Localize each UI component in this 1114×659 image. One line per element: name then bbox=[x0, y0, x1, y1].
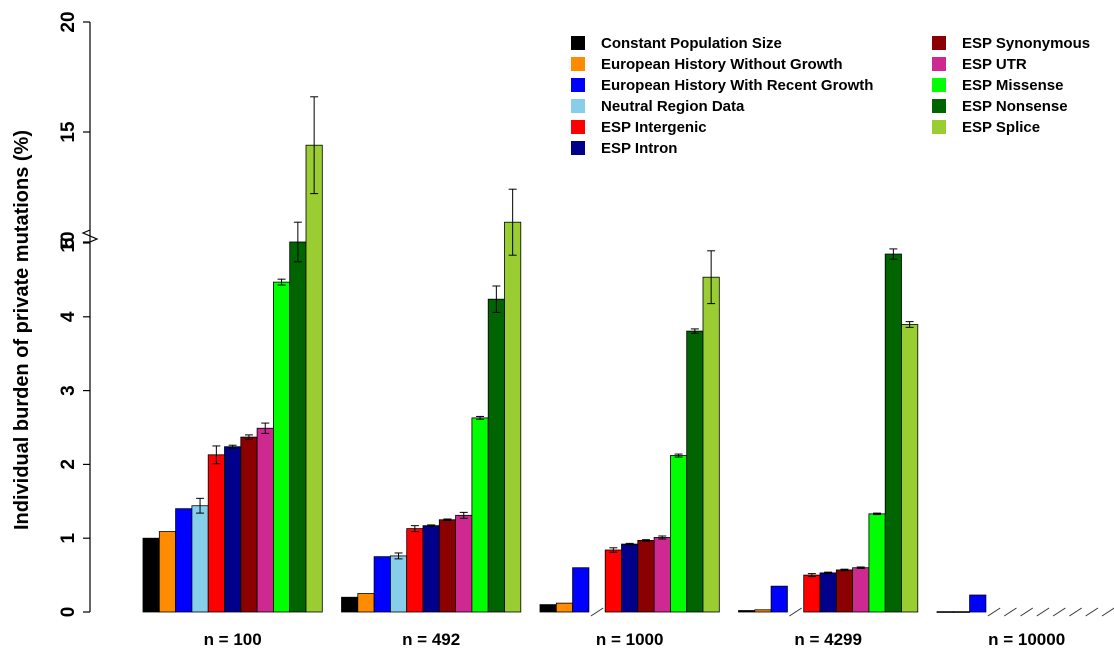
y-axis: 0 1 2 3 4 510 15 20 bbox=[58, 11, 99, 618]
bar bbox=[835, 569, 853, 613]
bar bbox=[884, 253, 902, 613]
bar bbox=[175, 508, 193, 613]
bar bbox=[819, 572, 837, 613]
bar bbox=[240, 436, 258, 613]
axis-break-mark bbox=[81, 229, 99, 243]
bar bbox=[207, 454, 225, 613]
bar bbox=[702, 276, 720, 613]
y-tick-label: 2 bbox=[58, 459, 79, 470]
bar bbox=[471, 417, 489, 613]
category-label: n = 1000 bbox=[596, 630, 664, 649]
missing-value-mark bbox=[590, 607, 604, 617]
missing-value-mark bbox=[1036, 607, 1050, 617]
bar bbox=[438, 519, 456, 613]
bar bbox=[670, 455, 688, 613]
y-tick-label: 1 bbox=[58, 532, 79, 543]
bar bbox=[373, 556, 391, 613]
y-tick-label: 15 bbox=[58, 121, 79, 143]
legend-swatch bbox=[932, 36, 946, 50]
category-label: n = 492 bbox=[402, 630, 460, 649]
bar bbox=[952, 611, 970, 613]
bar bbox=[504, 221, 522, 613]
bar bbox=[754, 609, 772, 613]
y-tick-label: 3 bbox=[58, 385, 79, 396]
y-tick-label: 20 bbox=[58, 11, 79, 32]
y-tick-label: 0 bbox=[58, 607, 79, 618]
bar bbox=[637, 540, 655, 613]
bar bbox=[852, 567, 870, 613]
bar bbox=[289, 241, 307, 613]
y-tick-label: 4 bbox=[58, 311, 79, 322]
legend-label: European History With Recent Growth bbox=[601, 77, 873, 94]
legend-swatch bbox=[932, 57, 946, 71]
bar bbox=[686, 330, 704, 613]
category-labels: n = 100 n = 492 n = 1000 n = 4299 n = 10000 bbox=[204, 630, 1066, 649]
category-label: n = 100 bbox=[204, 630, 262, 649]
legend-swatch bbox=[932, 99, 946, 113]
bar bbox=[868, 513, 886, 613]
legend-swatch bbox=[932, 120, 946, 134]
bar bbox=[621, 543, 639, 613]
legend-swatch bbox=[571, 57, 585, 71]
legend-swatch bbox=[571, 120, 585, 134]
missing-value-mark bbox=[1069, 607, 1082, 617]
bar bbox=[256, 427, 274, 613]
y-tick-label: 10 bbox=[58, 231, 79, 252]
bar bbox=[487, 298, 505, 613]
missing-value-mark bbox=[1020, 607, 1034, 617]
legend-label: European History Without Growth bbox=[601, 56, 843, 73]
bar bbox=[158, 531, 177, 613]
y-tick-label: 5 bbox=[58, 237, 79, 248]
missing-value-mark bbox=[1101, 607, 1114, 617]
y-axis-label: Individual burden of private mutations (… bbox=[11, 130, 33, 530]
bar bbox=[406, 528, 424, 613]
bar bbox=[224, 446, 242, 613]
bar bbox=[572, 567, 590, 613]
legend-label: ESP UTR bbox=[962, 56, 1027, 73]
legend-swatch bbox=[571, 36, 585, 50]
bar bbox=[142, 537, 160, 613]
bar bbox=[770, 585, 788, 613]
bars bbox=[142, 96, 1114, 617]
legend-label: ESP Intron bbox=[601, 140, 677, 157]
legend-swatch bbox=[571, 99, 585, 113]
legend-swatch bbox=[932, 78, 946, 92]
legend-label: ESP Missense bbox=[962, 77, 1063, 94]
legend-swatch bbox=[571, 141, 585, 155]
missing-value-mark bbox=[987, 607, 1001, 617]
missing-value-mark bbox=[1085, 607, 1099, 617]
bar bbox=[191, 505, 209, 613]
bar bbox=[936, 611, 954, 613]
legend-label: ESP Nonsense bbox=[962, 98, 1068, 115]
bar bbox=[653, 537, 671, 613]
bar bbox=[272, 281, 291, 613]
bar bbox=[341, 596, 359, 613]
bar bbox=[357, 593, 375, 613]
bar bbox=[738, 610, 756, 613]
missing-value-mark bbox=[1052, 607, 1066, 617]
legend-label: ESP Intergenic bbox=[601, 119, 707, 136]
bar bbox=[901, 324, 919, 613]
legend-label: ESP Splice bbox=[962, 119, 1040, 136]
bar bbox=[455, 514, 473, 613]
bar bbox=[604, 549, 622, 613]
legend-label: ESP Synonymous bbox=[962, 35, 1090, 52]
legend-label: Constant Population Size bbox=[601, 35, 782, 52]
bar bbox=[539, 604, 557, 613]
legend: Constant Population Size European History… bbox=[571, 35, 1090, 157]
category-label: n = 10000 bbox=[988, 630, 1065, 649]
missing-value-mark bbox=[789, 607, 802, 617]
missing-value-mark bbox=[1003, 607, 1017, 617]
bar bbox=[305, 144, 323, 613]
bar bbox=[422, 525, 440, 613]
bar bbox=[803, 574, 821, 613]
bar bbox=[555, 602, 573, 613]
legend-label: Neutral Region Data bbox=[601, 98, 745, 115]
bar bbox=[969, 594, 987, 613]
legend-swatch bbox=[571, 78, 585, 92]
bar bbox=[389, 555, 408, 613]
category-label: n = 4299 bbox=[794, 630, 862, 649]
